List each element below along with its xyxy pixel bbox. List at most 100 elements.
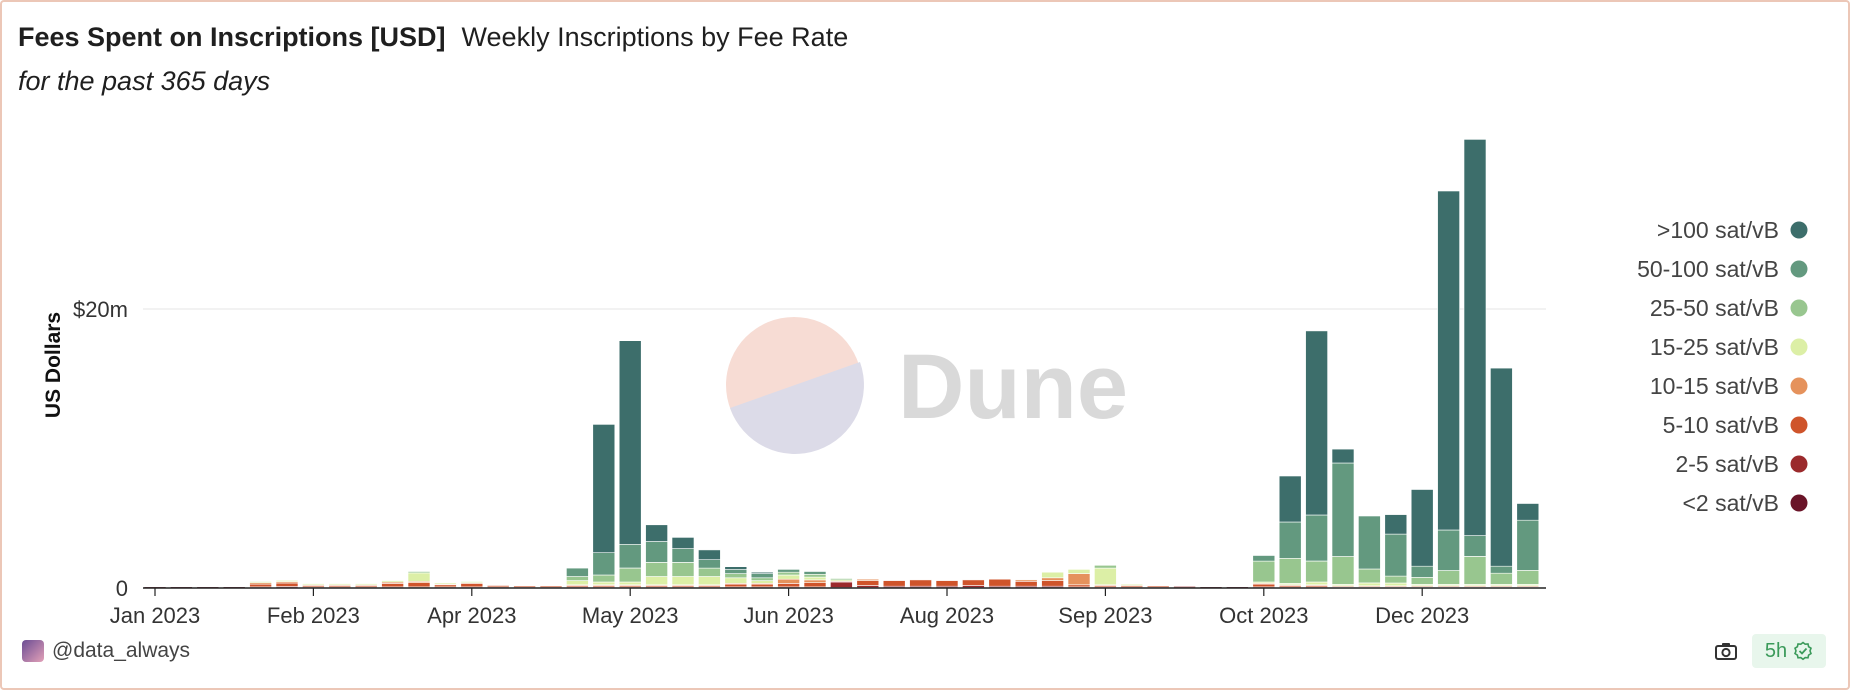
bar-segment[interactable] <box>381 583 404 588</box>
bar-segment[interactable] <box>777 578 800 584</box>
bar-segment[interactable] <box>407 582 431 588</box>
bar-segment[interactable] <box>566 567 589 577</box>
bar-segment[interactable] <box>592 424 616 553</box>
author-handle[interactable]: @data_always <box>52 639 191 662</box>
bar-segment[interactable] <box>592 581 616 586</box>
bar-segment[interactable] <box>618 581 642 586</box>
bar-segment[interactable] <box>1490 572 1513 585</box>
bar-segment[interactable] <box>1384 575 1408 584</box>
bar-segment[interactable] <box>1490 565 1513 574</box>
bar-segment[interactable] <box>1516 503 1540 521</box>
bar-segment[interactable] <box>1252 555 1276 562</box>
bar-segment[interactable] <box>645 562 668 577</box>
bar-segment[interactable] <box>1094 564 1117 569</box>
bar-segment[interactable] <box>460 583 484 588</box>
legend-item[interactable]: 25-50 sat/vB <box>1650 295 1808 321</box>
bar-segment[interactable] <box>592 552 616 576</box>
bar-segment[interactable] <box>1120 583 1144 586</box>
bar-segment[interactable] <box>434 584 457 588</box>
bar-segment[interactable] <box>1358 568 1381 584</box>
bar-segment[interactable] <box>1358 515 1381 570</box>
query-title[interactable]: Fees Spent on Inscriptions [USD] <box>18 22 446 52</box>
bar-segment[interactable] <box>698 559 721 569</box>
bar-segment[interactable] <box>830 581 853 588</box>
bar-segment[interactable] <box>618 567 642 583</box>
legend-item[interactable]: 15-25 sat/vB <box>1650 334 1808 360</box>
legend-item[interactable]: >100 sat/vB <box>1657 217 1808 243</box>
bar-segment[interactable] <box>618 543 642 569</box>
bar-segment[interactable] <box>671 548 695 563</box>
bar-segment[interactable] <box>645 541 668 563</box>
bar-segment[interactable] <box>1384 514 1408 535</box>
bar-segment[interactable] <box>1146 585 1170 588</box>
bar-segment[interactable] <box>460 581 484 584</box>
bar-segment[interactable] <box>1331 556 1355 585</box>
bar-segment[interactable] <box>1305 560 1328 583</box>
bar-segment[interactable] <box>803 573 827 578</box>
bar-segment[interactable] <box>724 569 748 574</box>
bar-segment[interactable] <box>275 580 299 582</box>
bar-segment[interactable] <box>1516 570 1540 585</box>
author-link[interactable]: @data_always <box>22 639 190 663</box>
bar-segment[interactable] <box>1041 577 1064 581</box>
bar-segment[interactable] <box>1331 448 1355 464</box>
bar-segment[interactable] <box>671 576 695 586</box>
legend-item[interactable]: 10-15 sat/vB <box>1650 373 1808 399</box>
bar-segment[interactable] <box>1014 579 1038 582</box>
bar-segment[interactable] <box>1516 519 1540 571</box>
bar-segment[interactable] <box>1384 582 1408 587</box>
bar-segment[interactable] <box>1041 580 1064 587</box>
bar-segment[interactable] <box>618 340 642 545</box>
bar-segment[interactable] <box>671 537 695 549</box>
bar-segment[interactable] <box>566 580 589 586</box>
bar-segment[interactable] <box>1437 570 1460 585</box>
bar-segment[interactable] <box>724 573 748 579</box>
bar-segment[interactable] <box>381 580 404 583</box>
bar-segment[interactable] <box>803 576 827 581</box>
bar-segment[interactable] <box>724 583 748 588</box>
bar-segment[interactable] <box>698 549 721 561</box>
bar-segment[interactable] <box>407 572 431 582</box>
bar-segment[interactable] <box>1437 529 1460 571</box>
legend-item[interactable]: 50-100 sat/vB <box>1637 256 1808 282</box>
camera-icon[interactable] <box>1715 642 1737 660</box>
bar-segment[interactable] <box>803 571 827 575</box>
bar-segment[interactable] <box>539 585 563 588</box>
bar-segment[interactable] <box>750 583 774 588</box>
bar-segment[interactable] <box>1067 584 1091 588</box>
legend-item[interactable]: 2-5 sat/vB <box>1675 451 1808 477</box>
bar-segment[interactable] <box>750 571 774 574</box>
bar-segment[interactable] <box>302 583 325 586</box>
bar-segment[interactable] <box>1252 560 1276 583</box>
freshness-badge[interactable]: 5h <box>1752 634 1826 668</box>
bar-segment[interactable] <box>566 576 589 581</box>
bar-segment[interactable] <box>988 578 1012 587</box>
bar-segment[interactable] <box>750 580 774 584</box>
bar-segment[interactable] <box>1305 514 1328 562</box>
bar-segment[interactable] <box>803 579 827 584</box>
bar-segment[interactable] <box>1384 533 1408 577</box>
bar-segment[interactable] <box>1278 475 1302 523</box>
legend-item[interactable]: 5-10 sat/vB <box>1663 412 1808 438</box>
legend-item[interactable]: <2 sat/vB <box>1682 490 1808 516</box>
bar-segment[interactable] <box>486 585 510 588</box>
bar-segment[interactable] <box>856 580 880 586</box>
bar-segment[interactable] <box>1252 583 1276 588</box>
bar-segment[interactable] <box>698 567 721 577</box>
bar-segment[interactable] <box>750 573 774 579</box>
bar-segment[interactable] <box>513 585 536 588</box>
bar-segment[interactable] <box>1331 462 1355 557</box>
bar-segment[interactable] <box>328 583 352 586</box>
bar-segment[interactable] <box>275 582 299 587</box>
bar-segment[interactable] <box>1278 521 1302 559</box>
bar-segment[interactable] <box>724 577 748 584</box>
bar-segment[interactable] <box>698 576 721 586</box>
bar-segment[interactable] <box>962 579 985 586</box>
bar-segment[interactable] <box>830 578 853 581</box>
bar-segment[interactable] <box>1041 571 1064 579</box>
bar-segment[interactable] <box>1305 330 1328 516</box>
bar-segment[interactable] <box>592 574 616 583</box>
bar-segment[interactable] <box>1305 581 1328 586</box>
bar-segment[interactable] <box>1067 573 1091 586</box>
bar-segment[interactable] <box>777 569 800 573</box>
